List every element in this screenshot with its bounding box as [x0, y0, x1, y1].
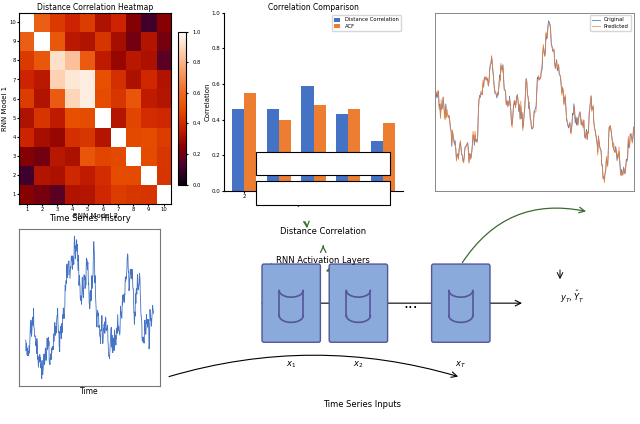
Bar [314, 105, 326, 191]
Predicted [546, 22, 554, 27]
Text: $x_T$: $x_T$ [455, 360, 467, 370]
Title: Distance Correlation Heatmap: Distance Correlation Heatmap [37, 3, 154, 12]
Original [431, 97, 439, 102]
Bar [232, 109, 244, 191]
Y-axis label: Correlation: Correlation [204, 83, 211, 121]
Text: $x_1$: $x_1$ [286, 360, 296, 370]
Text: $x_2$: $x_2$ [353, 360, 364, 370]
Predicted [550, 48, 557, 53]
Text: Time Series History: Time Series History [49, 214, 131, 223]
Text: $y_T, \hat{Y}_T$: $y_T, \hat{Y}_T$ [560, 288, 584, 305]
Original [630, 125, 637, 130]
Bar [371, 141, 383, 191]
FancyBboxPatch shape [262, 264, 321, 342]
Bar [336, 114, 348, 191]
Predicted [630, 124, 637, 129]
Predicted [550, 46, 558, 51]
FancyBboxPatch shape [329, 264, 388, 342]
Y-axis label: RNN Model 1: RNN Model 1 [1, 86, 8, 131]
Title: Correlation Comparison: Correlation Comparison [268, 3, 359, 12]
Legend: Original, Predicted: Original, Predicted [589, 15, 631, 31]
Predicted [554, 66, 561, 71]
Line: Predicted: Predicted [435, 24, 634, 183]
Text: Distance Correlation: Distance Correlation [280, 226, 366, 236]
Original [550, 48, 557, 53]
Original [545, 18, 552, 23]
Bar [383, 123, 395, 191]
Original [612, 148, 620, 153]
FancyBboxPatch shape [431, 264, 490, 342]
Predicted [600, 180, 608, 185]
Original [432, 95, 440, 100]
Original [550, 47, 558, 52]
Bar [301, 86, 314, 191]
Predicted [612, 152, 620, 157]
X-axis label: RNN Model 2: RNN Model 2 [73, 213, 118, 219]
Predicted [432, 92, 440, 97]
Bar [267, 109, 279, 191]
Original [554, 68, 561, 73]
Predicted [431, 97, 439, 102]
FancyBboxPatch shape [256, 152, 390, 175]
Text: ...: ... [404, 296, 418, 311]
Legend: Distance Correlation, ACF: Distance Correlation, ACF [332, 15, 401, 31]
FancyBboxPatch shape [256, 181, 390, 204]
Original [600, 177, 608, 182]
Text: Time Series Inputs: Time Series Inputs [323, 400, 401, 410]
Bar [348, 109, 360, 191]
Bar [279, 120, 291, 191]
Predicted [599, 177, 607, 182]
X-axis label: Time: Time [80, 387, 99, 396]
Line: Original: Original [435, 21, 634, 179]
Original [599, 176, 607, 181]
Text: RNN Activation Layers: RNN Activation Layers [276, 256, 370, 265]
Bar [244, 93, 257, 191]
X-axis label: Layer Number: Layer Number [289, 201, 339, 206]
